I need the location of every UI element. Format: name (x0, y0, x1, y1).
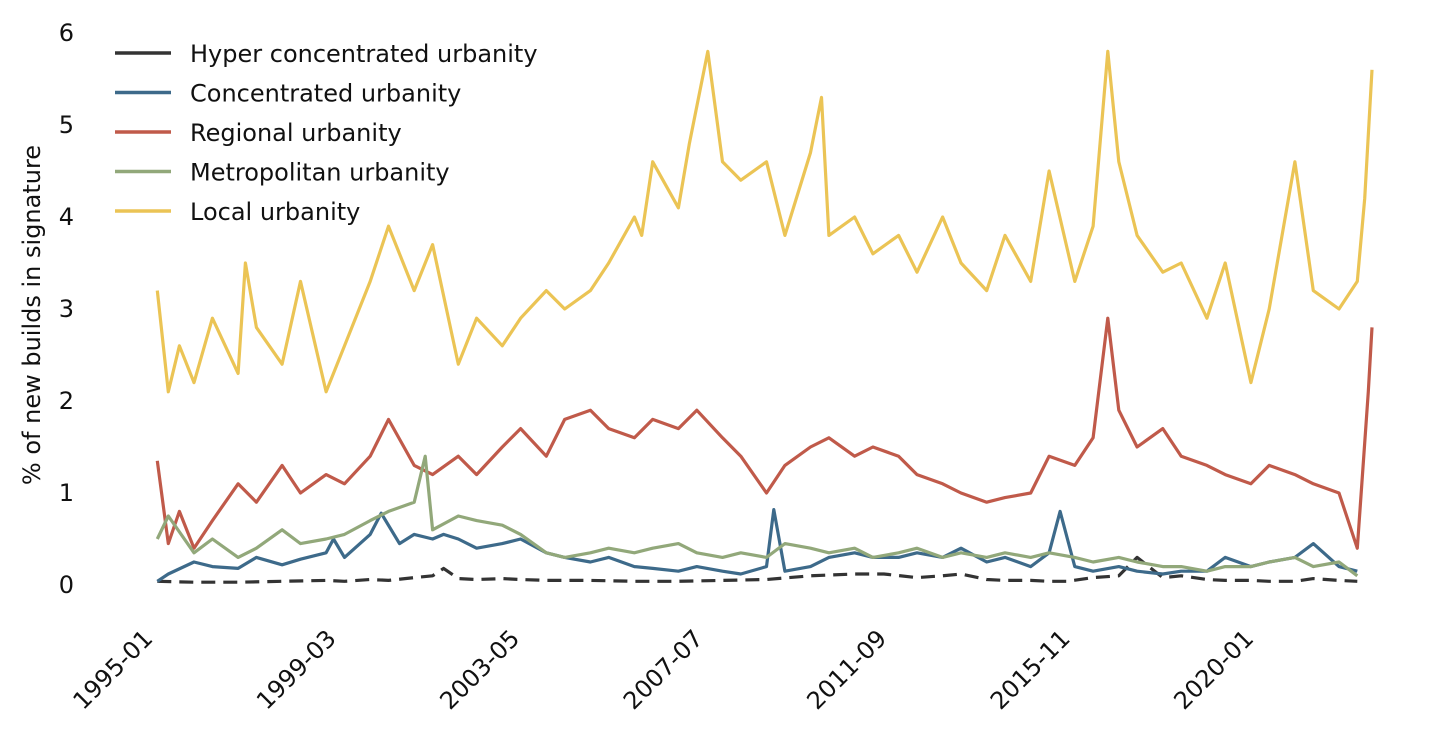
x-tick-label: 2015-11 (985, 624, 1076, 715)
y-tick-label: 3 (59, 295, 74, 323)
series-line (156, 508, 1358, 583)
series-line (155, 454, 1359, 578)
x-tick-label: 2020-01 (1168, 624, 1259, 715)
y-tick-label: 0 (59, 571, 74, 599)
y-axis-title: % of new builds in signature (18, 145, 46, 485)
series-line (157, 555, 1358, 584)
y-tick-label: 2 (59, 387, 74, 415)
legend: Hyper concentrated urbanity Concentrated … (115, 40, 538, 226)
legend-label: Hyper concentrated urbanity (190, 40, 538, 68)
x-tick-label: 1995-01 (68, 624, 159, 715)
x-tick-label: 1999-03 (251, 624, 342, 715)
x-tick-label: 2007-07 (618, 624, 709, 715)
legend-label: Concentrated urbanity (190, 80, 461, 108)
x-tick-label: 2003-05 (435, 624, 526, 715)
x-tick-label: 2011-09 (801, 624, 892, 715)
y-tick-label: 5 (59, 111, 74, 139)
legend-label: Local urbanity (190, 198, 360, 226)
y-tick-label: 1 (59, 479, 74, 507)
x-axis-ticks: 1995-01 1999-03 2003-05 2007-07 2011-09 2015-… (68, 624, 1260, 715)
legend-label: Metropolitan urbanity (190, 159, 450, 187)
series-line (155, 49, 1374, 394)
legend-label: Regional urbanity (190, 119, 402, 147)
y-tick-label: 6 (59, 19, 74, 47)
series-layer (155, 49, 1374, 584)
series-line (155, 316, 1374, 550)
y-tick-label: 4 (59, 203, 74, 231)
y-axis-ticks: 0 1 2 3 4 5 6 (59, 19, 74, 599)
